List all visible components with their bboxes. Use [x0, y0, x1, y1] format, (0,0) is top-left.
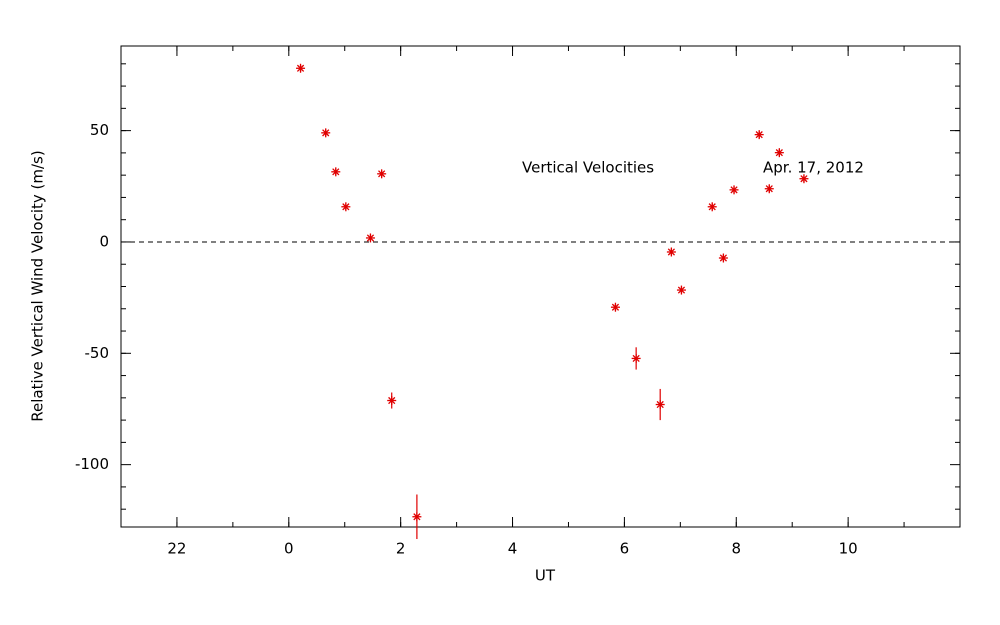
y-tick-label: 0: [99, 232, 109, 250]
point: [676, 285, 686, 295]
x-tick-label: 10: [839, 540, 858, 558]
x-tick-label: 8: [731, 540, 741, 558]
point: [387, 396, 397, 406]
point: [412, 512, 422, 522]
point: [377, 169, 387, 179]
point: [707, 202, 717, 212]
asterisk-stroke: [388, 396, 396, 405]
point: [764, 184, 774, 194]
plot-frame: [120, 45, 961, 528]
x-tick-label: 4: [508, 540, 518, 558]
point: [631, 353, 641, 363]
x-axis-label: UT: [535, 567, 556, 585]
asterisk-stroke: [719, 254, 728, 262]
asterisk-stroke: [765, 185, 773, 193]
asterisk-stroke: [322, 129, 330, 137]
point: [655, 400, 665, 410]
point: [341, 202, 351, 212]
point: [321, 128, 331, 138]
asterisk-stroke: [366, 234, 375, 242]
point: [718, 253, 728, 263]
asterisk-stroke: [296, 64, 305, 72]
y-tick-label: 50: [90, 121, 109, 139]
annotation: Apr. 17, 2012: [763, 159, 864, 177]
asterisk-stroke: [800, 175, 808, 183]
y-tick-label: -100: [75, 455, 109, 473]
point: [729, 185, 739, 195]
asterisk-stroke: [378, 170, 386, 178]
x-tick-label: 2: [396, 540, 406, 558]
point: [365, 233, 375, 243]
point: [331, 167, 341, 177]
asterisk-stroke: [611, 303, 620, 311]
asterisk-stroke: [632, 354, 640, 363]
point: [610, 302, 620, 312]
asterisk-stroke: [708, 203, 716, 211]
asterisk-stroke: [413, 513, 421, 521]
asterisk-stroke: [730, 186, 738, 194]
asterisk-stroke: [667, 248, 675, 256]
y-tick-label: -50: [85, 344, 110, 362]
asterisk-stroke: [332, 168, 340, 176]
x-tick-label: 6: [620, 540, 630, 558]
asterisk-stroke: [656, 400, 664, 409]
annotation: Vertical Velocities: [522, 159, 654, 177]
asterisk-stroke: [755, 131, 763, 139]
point: [799, 174, 809, 184]
x-tick-label: 0: [284, 540, 294, 558]
asterisk-stroke: [677, 286, 686, 294]
x-tick-label: 22: [167, 540, 186, 558]
point: [666, 247, 676, 257]
point: [296, 63, 306, 73]
point: [754, 130, 764, 140]
asterisk-stroke: [342, 203, 350, 211]
asterisk-stroke: [775, 149, 783, 157]
point: [774, 148, 784, 158]
y-axis-label: Relative Vertical Wind Velocity (m/s): [29, 150, 47, 421]
